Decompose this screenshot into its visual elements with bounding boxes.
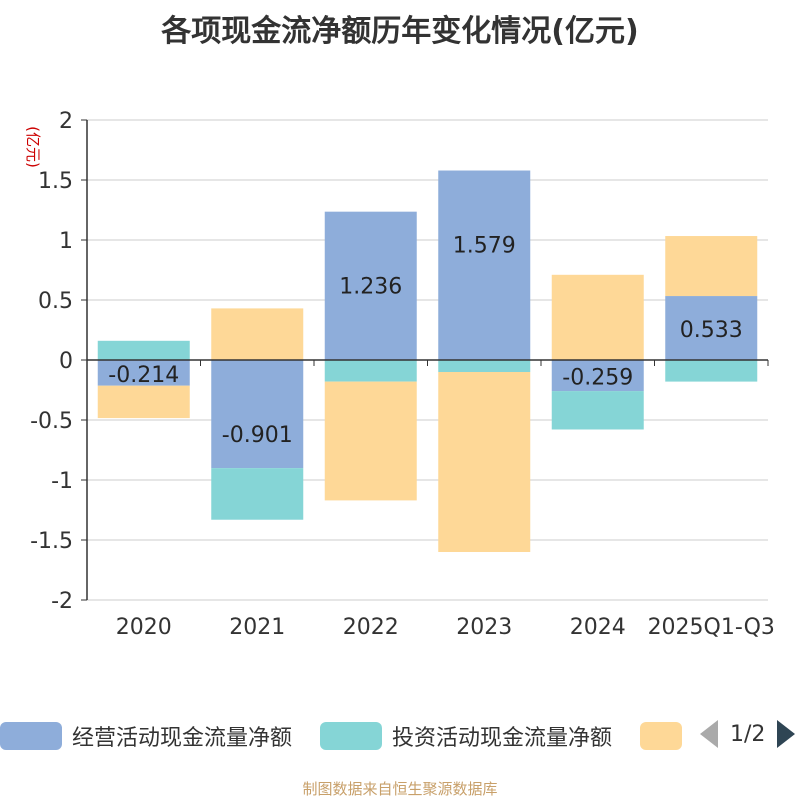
data-source-footer: 制图数据来自恒生聚源数据库: [302, 780, 498, 798]
y-tick-label: 0: [59, 349, 73, 374]
bar-series-2-2024: [551, 274, 644, 360]
bar-series-0-2021: [211, 360, 304, 469]
data-labels-group: -0.214 -0.901 1.236 1.579 -0.259 0.533: [108, 234, 742, 448]
bar-series-2-2025Q1-Q3: [665, 236, 758, 297]
bar-series-2-2022: [324, 381, 417, 501]
x-tick-label: 2023: [456, 615, 512, 640]
y-tick-label: 1: [59, 229, 73, 254]
data-label-2024: -0.259: [562, 366, 633, 391]
bar-series-2-2020: [97, 385, 190, 419]
legend-page-indicator: 1/2: [730, 721, 766, 747]
legend-pager: 1/2: [700, 720, 796, 748]
data-label-2025Q1-Q3: 0.533: [680, 318, 743, 343]
y-axis-label: (亿元): [24, 126, 42, 168]
x-tick-label: 2025Q1-Q3: [648, 615, 775, 640]
legend-item-operating[interactable]: 经营活动现金流量净额: [0, 716, 292, 756]
x-tick-label: 2024: [570, 615, 626, 640]
bar-series-1-2022: [324, 360, 417, 382]
x-tick-label: 2020: [116, 615, 172, 640]
legend-swatch-operating: [0, 722, 62, 750]
axes-group: 2 1.5 1 0.5 0 -0.5 -1 -1.5 -2 2020 2021 2022 2023 202…: [30, 109, 775, 640]
cash-flow-chart: 2 1.5 1 0.5 0 -0.5 -1 -1.5 -2 2020 2021 2022 2023 202…: [24, 109, 775, 640]
legend-item-financing[interactable]: [640, 716, 692, 756]
prev-page-icon[interactable]: [700, 720, 718, 748]
bar-series-1-2023: [438, 360, 531, 372]
x-tick-label: 2021: [229, 615, 285, 640]
legend-item-investing[interactable]: 投资活动现金流量净额: [320, 716, 612, 756]
data-label-2020: -0.214: [108, 363, 179, 388]
bar-series-0-2020: [97, 360, 190, 386]
legend-label-operating: 经营活动现金流量净额: [72, 726, 293, 751]
bar-series-1-2025Q1-Q3: [665, 360, 758, 382]
legend: 经营活动现金流量净额 投资活动现金流量净额 1/2: [0, 716, 800, 756]
legend-swatch-investing: [320, 722, 382, 750]
bar-series-1-2024: [551, 391, 644, 430]
bar-series-2-2023: [438, 372, 531, 552]
bar-series-0-2023: [438, 170, 531, 360]
y-tick-label: 0.5: [38, 289, 73, 314]
legend-swatch-financing: [640, 722, 682, 750]
y-tick-label: 1.5: [38, 169, 73, 194]
y-tick-label: -1.5: [30, 529, 73, 554]
bar-series-1-2021: [211, 468, 304, 520]
bars-group: [97, 170, 758, 552]
data-label-2022: 1.236: [339, 275, 402, 300]
legend-label-investing: 投资活动现金流量净额: [392, 726, 613, 751]
bar-series-1-2020: [97, 340, 190, 360]
y-tick-label: -1: [51, 469, 73, 494]
next-page-icon[interactable]: [777, 720, 796, 748]
y-tick-label: 2: [59, 109, 73, 134]
y-tick-label: -2: [51, 589, 73, 614]
x-tick-label: 2022: [343, 615, 399, 640]
bar-series-0-2024: [551, 360, 644, 392]
bar-series-0-2025Q1-Q3: [665, 296, 758, 360]
grid-lines: [87, 119, 768, 601]
chart-title: 各项现金流净额历年变化情况(亿元): [161, 14, 639, 49]
bar-series-2-2021: [211, 308, 304, 360]
bar-series-0-2022: [324, 211, 417, 360]
data-label-2021: -0.901: [222, 423, 293, 448]
data-label-2023: 1.579: [453, 234, 516, 259]
y-tick-label: -0.5: [30, 409, 73, 434]
